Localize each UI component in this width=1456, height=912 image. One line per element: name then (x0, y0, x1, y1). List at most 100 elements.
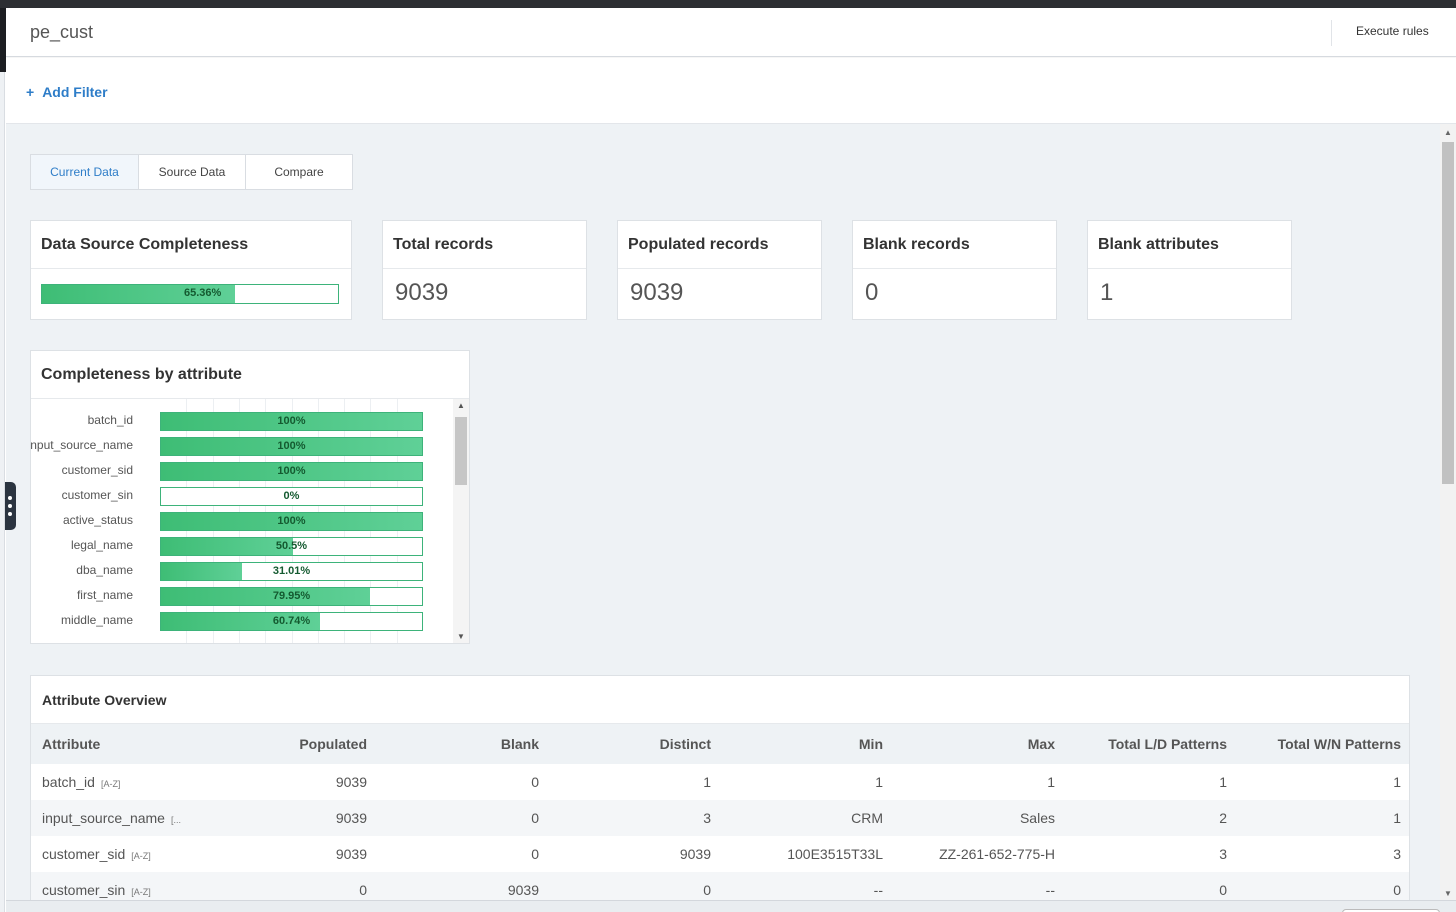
cell-min: -- (873, 882, 883, 898)
column-header-distinct[interactable]: Distinct (659, 736, 711, 752)
execute-rules-button[interactable]: Execute rules (1356, 24, 1429, 38)
attribute-completeness-value: 50.5% (275, 540, 308, 552)
scroll-thumb[interactable] (455, 417, 467, 485)
attribute-completeness-bar: 100% (160, 437, 423, 456)
bottom-bar (6, 900, 1456, 912)
attribute-completeness-value: 0% (283, 490, 300, 502)
completeness-by-attribute-title: Completeness by attribute (31, 351, 469, 399)
stat-title: Populated records (618, 221, 821, 269)
attribute-name-label: middle_name (60, 613, 133, 627)
cell-distinct: 3 (703, 810, 711, 826)
cell-ld-patterns: 2 (1219, 810, 1227, 826)
cell-wn-patterns: 0 (1393, 882, 1401, 898)
tab-current-data[interactable]: Current Data (31, 155, 138, 189)
column-header-min[interactable]: Min (858, 736, 883, 752)
attribute-completeness-value: 60.74% (272, 615, 311, 627)
attribute-completeness-list[interactable]: batch_id 100% input_source_name 100% custome… (31, 399, 451, 643)
cell-attribute[interactable]: batch_id [A-Z] (31, 764, 211, 800)
column-header-ld-patterns[interactable]: Total L/D Patterns (1108, 736, 1227, 752)
attribute-completeness-bar: 100% (160, 462, 423, 481)
cell-distinct: 0 (703, 882, 711, 898)
column-header-attribute[interactable]: Attribute (42, 736, 101, 752)
attribute-completeness-fill (161, 538, 293, 555)
page-title: pe_cust (30, 22, 94, 42)
add-filter-label: Add Filter (42, 84, 108, 100)
attribute-completeness-row: active_status 100% (31, 511, 451, 531)
cell-max: ZZ-261-652-775-H (939, 846, 1055, 862)
side-panel-handle[interactable] (5, 482, 16, 530)
handle-dot-icon (8, 504, 12, 508)
attribute-overview-card: Attribute Overview Attribute Populated B… (30, 675, 1410, 912)
attribute-completeness-bar: 100% (160, 512, 423, 531)
table-row[interactable]: input_source_name [... 9039 0 3 CRM Sales… (31, 800, 1409, 836)
attribute-completeness-row: legal_name 50.5% (31, 536, 451, 556)
stat-value: 1 (1100, 279, 1114, 306)
page-vertical-scrollbar[interactable]: ▲ ▼ (1440, 124, 1456, 900)
attribute-overview-table: Attribute Populated Blank Distinct Min M… (31, 724, 1409, 908)
attribute-completeness-fill (161, 463, 422, 480)
cell-min: 100E3515T33L (787, 846, 883, 862)
attribute-name-label: first_name (76, 588, 133, 602)
stat-card-blank-attributes: Blank attributes 1 (1087, 220, 1292, 320)
scroll-down-arrow-icon[interactable]: ▼ (1444, 889, 1452, 898)
attribute-completeness-fill (161, 563, 242, 580)
cell-populated: 9039 (335, 846, 367, 862)
tab-source-data[interactable]: Source Data (138, 155, 245, 189)
attribute-completeness-bar: 60.74% (160, 612, 423, 631)
data-tabs: Current Data Source Data Compare (30, 154, 353, 190)
plus-icon: + (26, 84, 35, 100)
attribute-type-tag: [A-Z] (131, 851, 151, 861)
table-header-row: Attribute Populated Blank Distinct Min M… (31, 724, 1409, 764)
attribute-name: customer_sin (42, 882, 126, 898)
attribute-type-tag: [A-Z] (131, 887, 151, 897)
column-header-blank[interactable]: Blank (500, 736, 539, 752)
attribute-completeness-fill (161, 513, 422, 530)
attribute-name: input_source_name (42, 810, 165, 826)
attribute-completeness-row: input_source_name 100% (31, 436, 451, 456)
filter-bar: + Add Filter (6, 58, 1456, 124)
tab-compare[interactable]: Compare (245, 155, 352, 189)
attribute-name-label: active_status (62, 513, 133, 527)
cell-wn-patterns: 1 (1393, 810, 1401, 826)
attribute-completeness-bar: 31.01% (160, 562, 423, 581)
attribute-name-label: customer_sid (61, 463, 133, 477)
attribute-name-label: input_source_name (31, 438, 133, 452)
cell-ld-patterns: 0 (1219, 882, 1227, 898)
handle-dot-icon (8, 512, 12, 516)
attribute-completeness-bar: 0% (160, 487, 423, 506)
cell-attribute[interactable]: input_source_name [... (31, 800, 211, 836)
attribute-name-label: dba_name (76, 563, 133, 577)
table-row[interactable]: batch_id [A-Z] 9039 0 1 1 1 1 1 (31, 764, 1409, 800)
cell-attribute[interactable]: customer_sin [A-Z] (31, 872, 211, 908)
attribute-name: customer_sid (42, 846, 126, 862)
attribute-completeness-fill (161, 438, 422, 455)
left-edge-panel (0, 72, 5, 912)
attribute-completeness-row: batch_id 100% (31, 411, 451, 431)
column-header-max[interactable]: Max (1027, 736, 1055, 752)
table-row[interactable]: customer_sid [A-Z] 9039 0 9039 100E3515T3… (31, 836, 1409, 872)
cell-min: 1 (875, 774, 883, 790)
attribute-completeness-row: dba_name 31.01% (31, 561, 451, 581)
scroll-thumb[interactable] (1442, 142, 1454, 484)
attribute-type-tag: [... (170, 815, 181, 825)
page-header: pe_cust Execute rules (6, 8, 1456, 57)
cell-populated: 9039 (335, 810, 367, 826)
cell-min: CRM (851, 810, 883, 826)
attribute-completeness-fill (161, 613, 320, 630)
stat-title: Blank attributes (1088, 221, 1291, 269)
add-filter-button[interactable]: + Add Filter (26, 84, 108, 100)
scroll-down-arrow-icon[interactable]: ▼ (457, 632, 465, 641)
attribute-list-scrollbar[interactable]: ▲ ▼ (453, 399, 469, 643)
cell-attribute[interactable]: customer_sid [A-Z] (31, 836, 211, 872)
scroll-up-arrow-icon[interactable]: ▲ (457, 401, 465, 410)
attribute-completeness-bar: 50.5% (160, 537, 423, 556)
cell-blank: 0 (531, 810, 539, 826)
stat-value: 9039 (630, 279, 684, 306)
attribute-name-label: batch_id (87, 413, 133, 427)
scroll-up-arrow-icon[interactable]: ▲ (1444, 128, 1452, 137)
column-header-wn-patterns[interactable]: Total W/N Patterns (1277, 736, 1401, 752)
bottom-pill-button[interactable] (1342, 909, 1440, 912)
attribute-completeness-fill (161, 413, 422, 430)
cell-populated: 0 (359, 882, 367, 898)
column-header-populated[interactable]: Populated (299, 736, 367, 752)
